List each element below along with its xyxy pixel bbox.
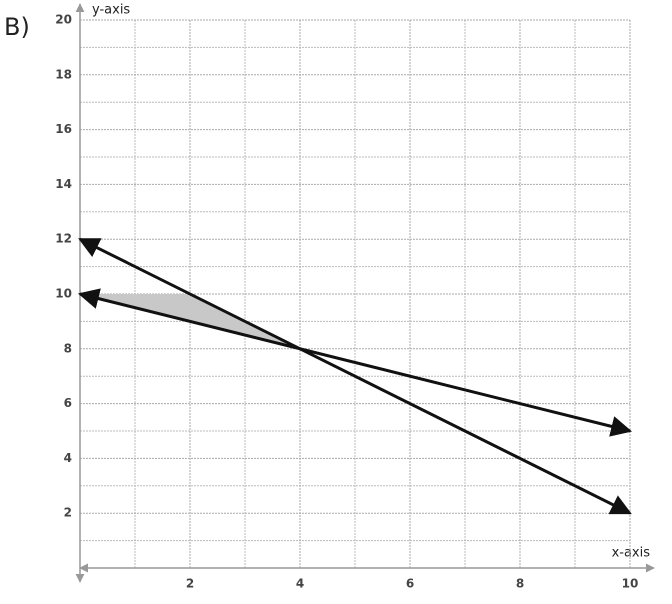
y-tick-label: 8 <box>64 341 72 355</box>
x-tick-label: 10 <box>622 577 639 591</box>
x-tick-label: 4 <box>296 577 304 591</box>
y-tick-label: 10 <box>55 287 72 301</box>
x-tick-label: 2 <box>186 577 194 591</box>
y-tick-label: 14 <box>55 177 72 191</box>
y-tick-label: 12 <box>55 232 72 246</box>
x-tick-label: 6 <box>406 577 414 591</box>
y-tick-label: 16 <box>55 122 72 136</box>
x-tick-label: 8 <box>516 577 524 591</box>
panel-label: B) <box>4 13 30 41</box>
y-tick-label: 18 <box>55 67 72 81</box>
y-axis-label: y-axis <box>92 3 130 18</box>
y-tick-label: 6 <box>64 396 72 410</box>
x-axis-label: x-axis <box>612 546 651 561</box>
line <box>77 288 633 437</box>
y-tick-label: 2 <box>64 506 72 520</box>
y-tick-label: 20 <box>55 13 72 27</box>
y-tick-label: 4 <box>64 451 72 465</box>
